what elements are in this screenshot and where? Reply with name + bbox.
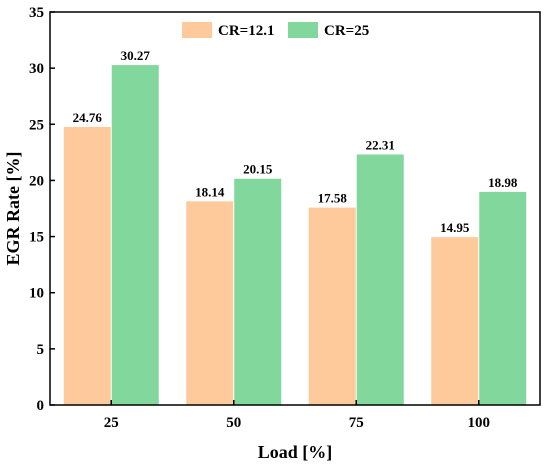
data-label: 22.31 bbox=[366, 137, 395, 152]
y-axis-title: EGR Rate [%] bbox=[3, 152, 23, 266]
bars-layer bbox=[63, 65, 527, 406]
data-label: 18.14 bbox=[195, 184, 225, 199]
x-axis-title: Load [%] bbox=[258, 442, 333, 462]
y-tick-label: 35 bbox=[29, 5, 44, 21]
x-tick-label: 75 bbox=[349, 415, 364, 431]
data-label: 14.95 bbox=[440, 220, 470, 235]
legend-swatch-cr-25 bbox=[288, 22, 318, 38]
bar-cr-25-75 bbox=[356, 154, 404, 405]
y-tick-label: 25 bbox=[29, 117, 44, 133]
data-label: 17.58 bbox=[318, 191, 348, 206]
legend-label: CR=25 bbox=[324, 23, 369, 39]
bar-cr-12-1-25 bbox=[63, 126, 111, 406]
data-label: 30.27 bbox=[121, 48, 151, 63]
y-tick-label: 0 bbox=[37, 398, 45, 414]
x-tick-label: 25 bbox=[104, 415, 119, 431]
legend-label: CR=12.1 bbox=[218, 23, 274, 39]
data-labels-layer: 24.76 30.27 18.14 20.15 17.58 22.31 14.95 18.98 bbox=[73, 48, 518, 235]
bar-cr-25-100 bbox=[479, 191, 527, 405]
bar-cr-12-1-75 bbox=[308, 207, 356, 405]
legend-swatch-cr-12-1 bbox=[182, 22, 212, 38]
x-tick-label: 100 bbox=[468, 415, 491, 431]
plot-frame bbox=[49, 11, 541, 406]
data-label: 20.15 bbox=[243, 162, 273, 177]
data-label: 18.98 bbox=[488, 175, 518, 190]
y-tick-label: 30 bbox=[29, 61, 44, 77]
x-tick-label: 50 bbox=[226, 415, 241, 431]
x-axis: 25 50 75 100 bbox=[104, 400, 490, 431]
bar-cr-25-50 bbox=[234, 178, 282, 405]
y-tick-label: 10 bbox=[29, 286, 44, 302]
bar-cr-12-1-100 bbox=[431, 237, 479, 405]
legend: CR=12.1 CR=25 bbox=[182, 22, 369, 39]
bar-cr-25-25 bbox=[111, 65, 159, 405]
y-tick-label: 20 bbox=[29, 173, 44, 189]
y-axis: 0 5 10 15 20 25 30 35 bbox=[29, 5, 55, 414]
y-tick-label: 15 bbox=[29, 230, 44, 246]
bar-cr-12-1-50 bbox=[186, 201, 234, 405]
data-label: 24.76 bbox=[73, 110, 103, 125]
y-tick-label: 5 bbox=[37, 342, 45, 358]
